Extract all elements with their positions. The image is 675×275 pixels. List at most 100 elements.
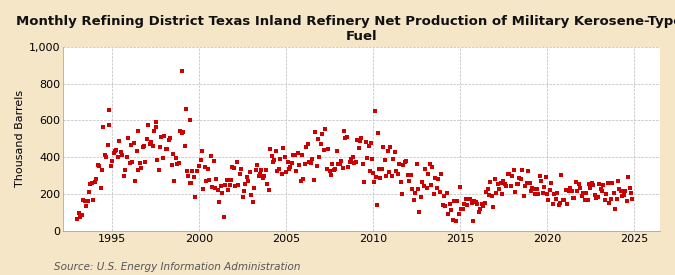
Point (99, 152, 110, 157)
Point (196, 149, 207, 153)
Point (247, 200, 258, 204)
Point (572, 189, 583, 194)
Point (152, 158, 163, 163)
Point (387, 174, 398, 178)
Point (267, 160, 278, 164)
Point (302, 142, 313, 147)
Point (132, 149, 142, 153)
Point (236, 167, 246, 171)
Point (333, 162, 344, 166)
Point (362, 156, 373, 161)
Point (560, 188, 571, 192)
Point (592, 195, 603, 199)
Point (313, 137, 323, 141)
Point (373, 131, 383, 136)
Point (608, 191, 619, 196)
Point (105, 164, 116, 168)
Point (184, 180, 195, 185)
Point (201, 179, 212, 183)
Point (172, 161, 183, 166)
Point (426, 183, 437, 187)
Point (618, 193, 629, 198)
Point (601, 192, 612, 196)
Point (423, 172, 433, 176)
Point (159, 134, 169, 138)
Point (342, 134, 352, 139)
Point (227, 165, 238, 169)
Point (575, 185, 586, 190)
Point (623, 175, 634, 179)
Point (220, 183, 231, 188)
Point (620, 189, 630, 194)
Point (468, 219, 479, 223)
Point (161, 147, 171, 152)
Point (369, 109, 380, 114)
Point (272, 169, 283, 173)
Point (473, 210, 484, 214)
Point (266, 154, 277, 158)
Point (114, 139, 125, 143)
Point (489, 177, 500, 181)
Point (281, 170, 292, 175)
Point (383, 170, 394, 174)
Point (78, 197, 88, 202)
Point (310, 130, 321, 135)
Point (343, 165, 354, 169)
Point (130, 178, 140, 183)
Point (415, 194, 426, 199)
Point (246, 193, 256, 197)
Point (614, 187, 625, 191)
Point (237, 194, 248, 199)
Point (564, 189, 574, 193)
Point (142, 137, 153, 142)
Point (163, 138, 174, 142)
Point (140, 160, 151, 164)
Point (527, 185, 538, 190)
Point (335, 159, 346, 163)
Point (200, 165, 211, 169)
Point (162, 147, 173, 151)
Point (488, 205, 499, 209)
Point (392, 172, 403, 177)
Point (156, 135, 167, 139)
Point (398, 163, 409, 167)
Point (275, 156, 286, 161)
Point (325, 173, 336, 177)
Point (72, 217, 83, 221)
Point (340, 136, 351, 140)
Point (127, 160, 138, 164)
Point (358, 162, 369, 166)
Point (157, 156, 168, 160)
Point (298, 177, 309, 181)
Point (500, 182, 510, 186)
Point (113, 155, 124, 160)
Point (510, 190, 520, 195)
Point (304, 160, 315, 164)
Point (92, 163, 103, 167)
Point (175, 128, 186, 133)
Point (470, 199, 481, 204)
Point (530, 192, 541, 196)
Point (568, 196, 578, 200)
Point (271, 148, 281, 153)
Point (381, 174, 392, 179)
Point (243, 179, 254, 184)
Point (118, 174, 129, 178)
Point (626, 191, 637, 196)
Text: Source: U.S. Energy Information Administration: Source: U.S. Energy Information Administ… (54, 262, 300, 272)
Point (278, 145, 289, 150)
Point (98, 124, 109, 129)
Point (546, 181, 557, 186)
Point (511, 182, 522, 187)
Point (211, 177, 222, 182)
Point (514, 176, 524, 180)
Point (306, 157, 317, 161)
Point (518, 194, 529, 199)
Point (582, 198, 593, 202)
Point (308, 177, 319, 182)
Point (359, 180, 370, 184)
Point (104, 108, 115, 112)
Point (76, 213, 87, 218)
Point (504, 171, 514, 176)
Point (363, 144, 374, 148)
